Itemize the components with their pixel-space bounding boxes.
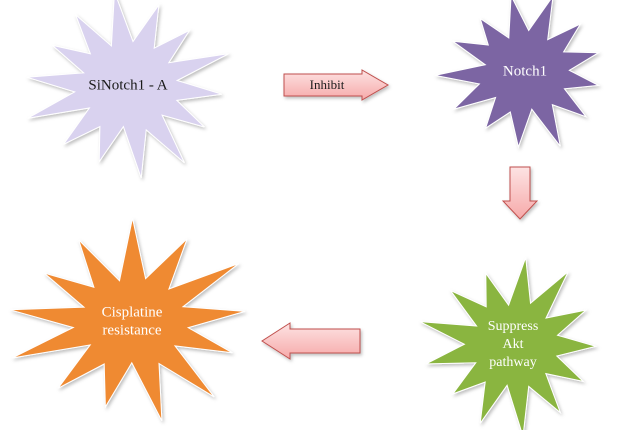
starburst-shape — [419, 257, 598, 430]
edge-akt-to-cisplatin — [261, 322, 361, 360]
edge-label: Inhibit — [310, 77, 345, 92]
node-cisplatin: Cisplatine resistance — [9, 218, 246, 422]
node-label: Notch1 — [503, 63, 547, 79]
node-label: resistance — [102, 322, 161, 338]
starburst-shape — [26, 0, 230, 179]
node-label: pathway — [489, 355, 536, 370]
node-label: Suppress — [488, 319, 539, 334]
node-label: SiNotch1 - A — [88, 77, 167, 93]
node-label: Akt — [503, 337, 524, 352]
edge-notch1-to-akt — [501, 166, 539, 220]
node-label: Cisplatine — [102, 304, 163, 320]
nodes-layer: SiNotch1 - A Notch1 Suppress Akt pathway Cisp… — [9, 0, 601, 430]
node-akt: Suppress Akt pathway — [419, 257, 598, 430]
arrow-right-icon — [283, 69, 390, 101]
edges-layer: Inhibit — [261, 69, 539, 360]
starburst-shape — [434, 0, 601, 149]
node-sinotch: SiNotch1 - A — [26, 0, 230, 179]
edge-sinotch-to-notch1: Inhibit — [283, 69, 390, 101]
node-notch1: Notch1 — [434, 0, 601, 149]
arrow-left-icon — [261, 322, 361, 360]
starburst-shape — [9, 218, 246, 422]
arrow-down-icon — [501, 166, 539, 220]
